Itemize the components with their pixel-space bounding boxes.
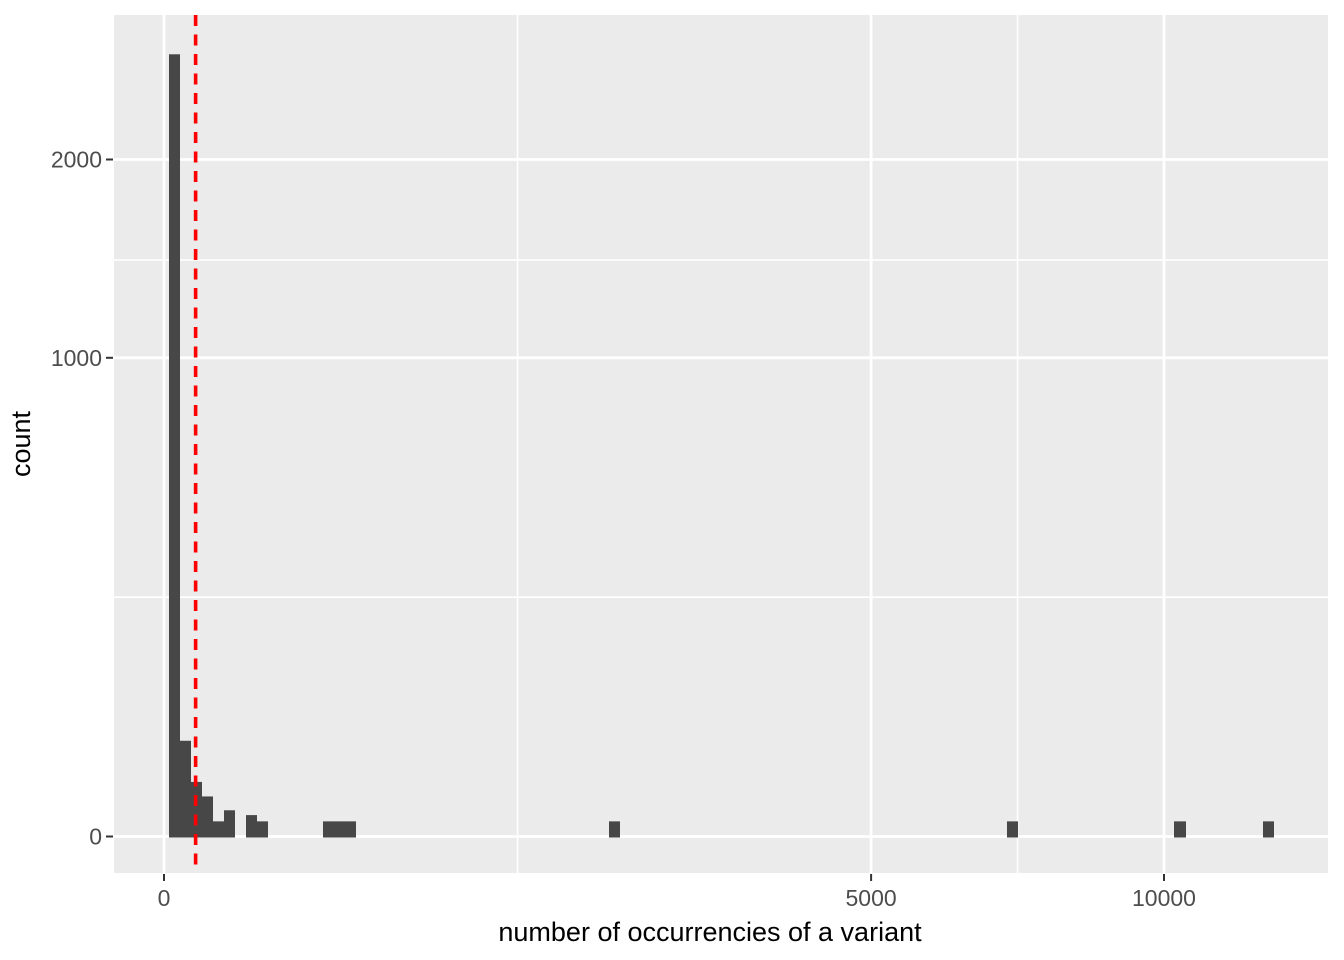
histogram-bar <box>345 821 356 838</box>
histogram-bar <box>191 781 202 838</box>
histogram-bar <box>246 815 257 838</box>
plot-panel <box>114 15 1328 873</box>
histogram-bar <box>180 740 191 838</box>
histogram-bar <box>609 821 620 838</box>
x-tick-label: 0 <box>158 885 171 911</box>
histogram-bar <box>1006 821 1018 838</box>
y-tick-label: 1000 <box>51 345 102 371</box>
x-tick-label: 5000 <box>846 885 897 911</box>
y-axis-title: count <box>6 410 36 477</box>
histogram-bar <box>213 821 224 838</box>
y-tick-label: 0 <box>89 824 102 850</box>
y-tick-label: 2000 <box>51 147 102 173</box>
histogram-bar <box>202 796 213 838</box>
histogram-bar <box>257 821 268 838</box>
histogram-bar <box>1262 821 1274 838</box>
x-axis-title: number of occurrencies of a variant <box>498 917 922 947</box>
histogram-bar <box>334 821 345 838</box>
x-tick-label: 10000 <box>1132 885 1196 911</box>
histogram-bar <box>169 54 180 838</box>
histogram-bar <box>323 821 334 838</box>
histogram-bar <box>224 810 235 838</box>
histogram-bar <box>1174 821 1187 838</box>
